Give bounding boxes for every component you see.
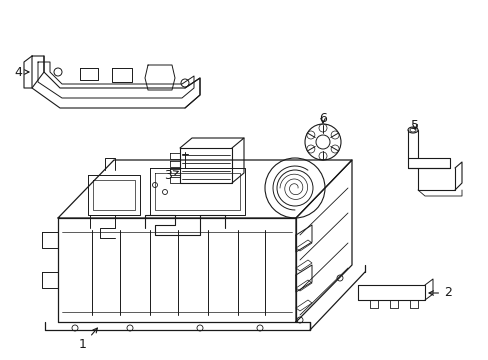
Text: 2: 2 [428,287,451,300]
Text: 3: 3 [164,168,178,181]
Text: 6: 6 [318,112,326,125]
Text: 5: 5 [410,118,418,131]
Text: 1: 1 [79,328,97,351]
Text: 4: 4 [14,66,29,78]
